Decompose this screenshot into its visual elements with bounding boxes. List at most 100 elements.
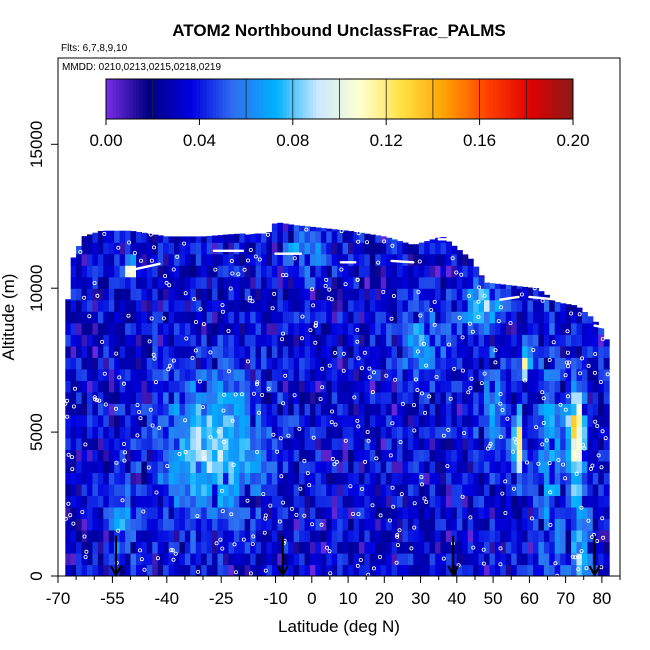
heatmap-cell (348, 403, 355, 416)
sample-marker (454, 270, 459, 275)
heatmap-cell (228, 345, 235, 358)
heatmap-cell (315, 449, 322, 462)
heatmap-cell (277, 460, 284, 473)
sample-marker (208, 435, 213, 440)
heatmap-cell (538, 322, 545, 335)
heatmap-cell (446, 368, 452, 381)
heatmap-cell (554, 426, 561, 439)
sample-marker (558, 402, 563, 407)
heatmap-cell (386, 334, 393, 347)
heatmap-cell (571, 506, 578, 519)
heatmap-cell (266, 518, 273, 531)
heatmap-cell (255, 242, 262, 255)
heatmap-cell (451, 553, 458, 566)
heatmap-cell (418, 426, 425, 439)
heatmap-cell (266, 553, 273, 566)
heatmap-cell (212, 391, 219, 404)
sample-marker (556, 457, 561, 462)
heatmap-cell (157, 357, 164, 370)
heatmap-cell (560, 530, 567, 543)
sample-marker (418, 313, 423, 318)
heatmap-cell (190, 288, 197, 301)
heatmap-cell (261, 391, 267, 404)
heatmap-cell (522, 288, 529, 301)
heatmap-cell (592, 380, 599, 393)
heatmap-cell (429, 253, 436, 266)
sample-marker (417, 259, 422, 264)
heatmap-cell (413, 288, 420, 301)
heatmap-cell (353, 437, 360, 450)
heatmap-cell (201, 236, 208, 243)
heatmap-cell (478, 276, 485, 289)
heatmap-cell (228, 234, 235, 243)
heatmap-cell (119, 242, 126, 255)
heatmap-cell (331, 265, 338, 278)
heatmap-cell (136, 472, 142, 485)
heatmap-cell (239, 368, 246, 381)
heatmap-cell (554, 495, 561, 508)
heatmap-cell (326, 506, 333, 519)
heatmap-cell (130, 391, 137, 404)
sample-marker (565, 329, 570, 334)
heatmap-cell (277, 541, 284, 554)
heatmap-cell (97, 472, 104, 485)
colorbar-segment (256, 79, 260, 119)
sample-marker (498, 434, 503, 439)
heatmap-cell (451, 288, 458, 301)
heatmap-cell (598, 483, 605, 496)
heatmap-cell (375, 391, 382, 404)
sample-marker (127, 240, 132, 245)
heatmap-cell (413, 380, 420, 393)
sample-marker (462, 431, 467, 436)
heatmap-cell (103, 495, 110, 508)
heatmap-cell (168, 299, 175, 312)
heatmap-cell (233, 506, 240, 519)
heatmap-cell (543, 380, 550, 393)
colorbar-tick-label: 0.12 (370, 131, 403, 150)
sample-marker (292, 256, 297, 261)
heatmap-cell (277, 495, 284, 508)
heatmap-cell (473, 483, 480, 496)
heatmap-cell (505, 495, 512, 508)
heatmap-cell (424, 460, 431, 473)
heatmap-cell (81, 414, 88, 427)
heatmap-cell (337, 368, 344, 381)
heatmap-cell (364, 311, 371, 324)
heatmap-cell (146, 288, 153, 301)
heatmap-cell (174, 403, 180, 416)
heatmap-cell (136, 414, 142, 427)
heatmap-cell (190, 334, 197, 347)
colorbar-segment (509, 79, 514, 119)
heatmap-cell (505, 380, 512, 393)
heatmap-cell (174, 483, 180, 496)
heatmap-cell (462, 380, 469, 393)
heatmap-cell (304, 322, 311, 335)
heatmap-cell (446, 414, 452, 427)
heatmap-cell (565, 518, 572, 531)
sample-marker (563, 407, 568, 412)
heatmap-cell (560, 414, 567, 427)
sample-marker (548, 522, 553, 527)
heatmap-cell (494, 414, 501, 427)
heatmap-cell (435, 564, 442, 576)
heatmap-cell (271, 368, 278, 381)
heatmap-cell (369, 506, 376, 519)
heatmap-cell (320, 553, 327, 566)
x-tick-label: 30 (411, 589, 430, 608)
heatmap-cell (174, 564, 180, 576)
heatmap-cell (146, 437, 153, 450)
sample-marker (356, 512, 361, 517)
heatmap-cell (456, 276, 463, 289)
heatmap-cell (277, 265, 284, 278)
heatmap-cell (397, 506, 403, 519)
heatmap-cell (163, 236, 170, 243)
sample-marker (582, 446, 587, 451)
heatmap-cell (261, 299, 267, 312)
heatmap-cell (157, 276, 164, 289)
heatmap-cell (195, 483, 202, 496)
sample-marker (175, 254, 180, 259)
heatmap-cell (87, 276, 93, 289)
sample-marker (363, 459, 368, 464)
heatmap-cell (587, 426, 594, 439)
heatmap-cell (543, 449, 550, 462)
